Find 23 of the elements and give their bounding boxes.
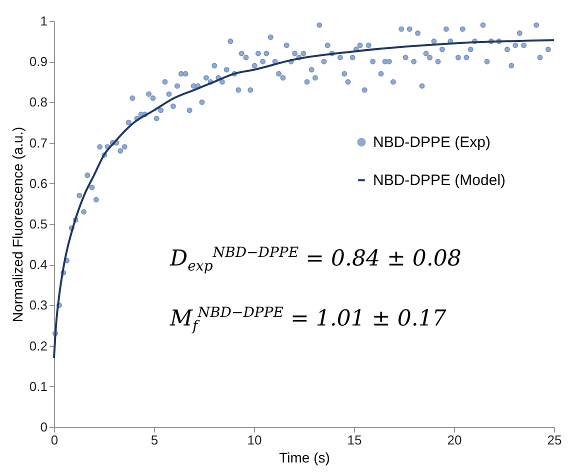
y-tick-label: 0.9	[29, 54, 48, 70]
x-tick-label: 25	[547, 432, 562, 448]
y-tick-label: 0.4	[29, 257, 48, 272]
legend-label: NBD-DPPE (Model)	[373, 172, 506, 190]
legend-label: NBD-DPPE (Exp)	[373, 134, 491, 152]
y-tick-label: 0.6	[29, 176, 48, 191]
annotation: M$_{f}$$^{NBD−DPPE}$ = 1.01 ± 0.17	[170, 305, 446, 335]
y-tick-label: 0.1	[29, 378, 48, 394]
y-tick-label: 0.3	[29, 298, 48, 313]
x-tick-label: 10	[247, 432, 262, 448]
x-tick-label: 15	[347, 432, 362, 448]
x-tick-label: 5	[150, 432, 158, 448]
annotation: D$_{exp}$$^{NBD−DPPE}$ = 0.84 ± 0.08	[170, 245, 462, 275]
x-tick-label: 20	[447, 432, 462, 448]
y-tick-label: 0.8	[29, 94, 48, 110]
y-tick-label: 0.7	[29, 135, 48, 150]
y-tick-label: 0	[40, 420, 48, 434]
x-tick-label: 0	[50, 432, 58, 448]
y-axis-title: Normalized Fluorescence (a.u.)	[9, 126, 26, 322]
x-axis-title: Time (s)	[279, 450, 330, 466]
y-tick-label: 0.2	[29, 338, 48, 354]
y-tick-label: 1	[40, 14, 48, 28]
y-tick-label: 0.5	[29, 216, 48, 232]
